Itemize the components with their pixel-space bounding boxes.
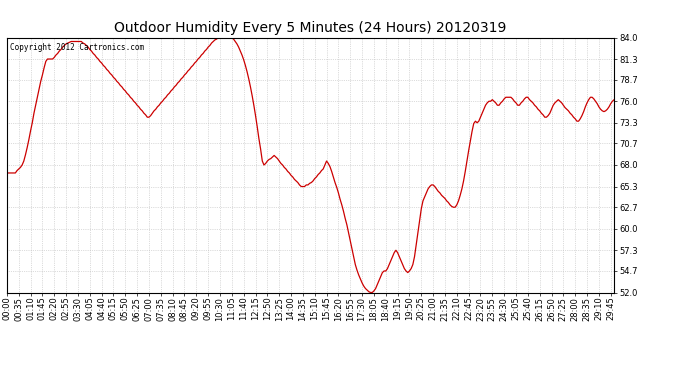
Text: Copyright 2012 Cartronics.com: Copyright 2012 Cartronics.com — [10, 43, 144, 52]
Title: Outdoor Humidity Every 5 Minutes (24 Hours) 20120319: Outdoor Humidity Every 5 Minutes (24 Hou… — [115, 21, 506, 35]
